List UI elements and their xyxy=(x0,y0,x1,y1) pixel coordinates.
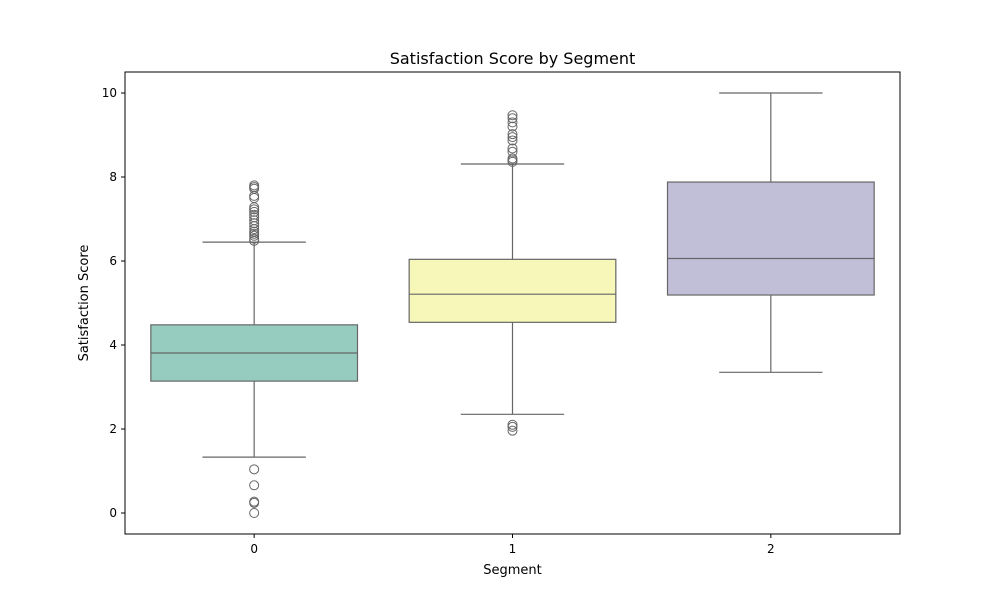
y-tick-label: 10 xyxy=(102,86,117,100)
iqr-box xyxy=(666,181,875,296)
chart-title: Satisfaction Score by Segment xyxy=(390,49,636,68)
outlier-point xyxy=(507,143,518,154)
outlier-point xyxy=(507,110,518,121)
outlier-point xyxy=(507,117,518,128)
box-segment-1 xyxy=(408,110,617,436)
y-tick-label: 0 xyxy=(109,506,117,520)
outlier-point xyxy=(249,209,260,220)
outlier-point xyxy=(507,129,518,140)
outlier-point xyxy=(249,215,260,226)
x-tick-label: 2 xyxy=(767,542,775,556)
y-axis: 0 2 4 6 8 10 xyxy=(102,86,125,520)
iqr-box xyxy=(408,258,617,323)
box-segment-2 xyxy=(666,92,875,373)
outlier-point xyxy=(507,132,518,143)
plot-area xyxy=(150,92,875,518)
x-axis-label: Segment xyxy=(483,563,542,578)
outlier-point xyxy=(249,508,260,518)
box-segment-0 xyxy=(150,180,359,518)
outlier-point xyxy=(249,212,260,223)
x-tick-label: 0 xyxy=(250,542,258,556)
outlier-point xyxy=(507,121,518,132)
outlier-point xyxy=(507,153,518,164)
x-tick-label: 1 xyxy=(509,542,517,556)
y-tick-label: 2 xyxy=(109,422,117,436)
y-tick-label: 4 xyxy=(109,338,117,352)
outlier-point xyxy=(249,193,260,203)
outlier-point xyxy=(507,425,518,436)
x-axis: 0 1 2 xyxy=(250,534,775,556)
y-tick-label: 6 xyxy=(109,254,117,268)
y-tick-label: 8 xyxy=(109,170,117,184)
outlier-point xyxy=(249,496,260,507)
outlier-point xyxy=(249,190,260,201)
outlier-point xyxy=(249,233,260,244)
outlier-point xyxy=(249,218,260,229)
outlier-point xyxy=(507,146,518,157)
y-axis-label: Satisfaction Score xyxy=(77,245,92,362)
outlier-point xyxy=(249,226,260,237)
outlier-point xyxy=(507,135,518,146)
outlier-point xyxy=(249,206,260,217)
outlier-point xyxy=(249,480,260,491)
outlier-point xyxy=(507,419,518,430)
outlier-point xyxy=(507,113,518,124)
outlier-point xyxy=(249,180,260,191)
outlier-point xyxy=(249,464,260,475)
